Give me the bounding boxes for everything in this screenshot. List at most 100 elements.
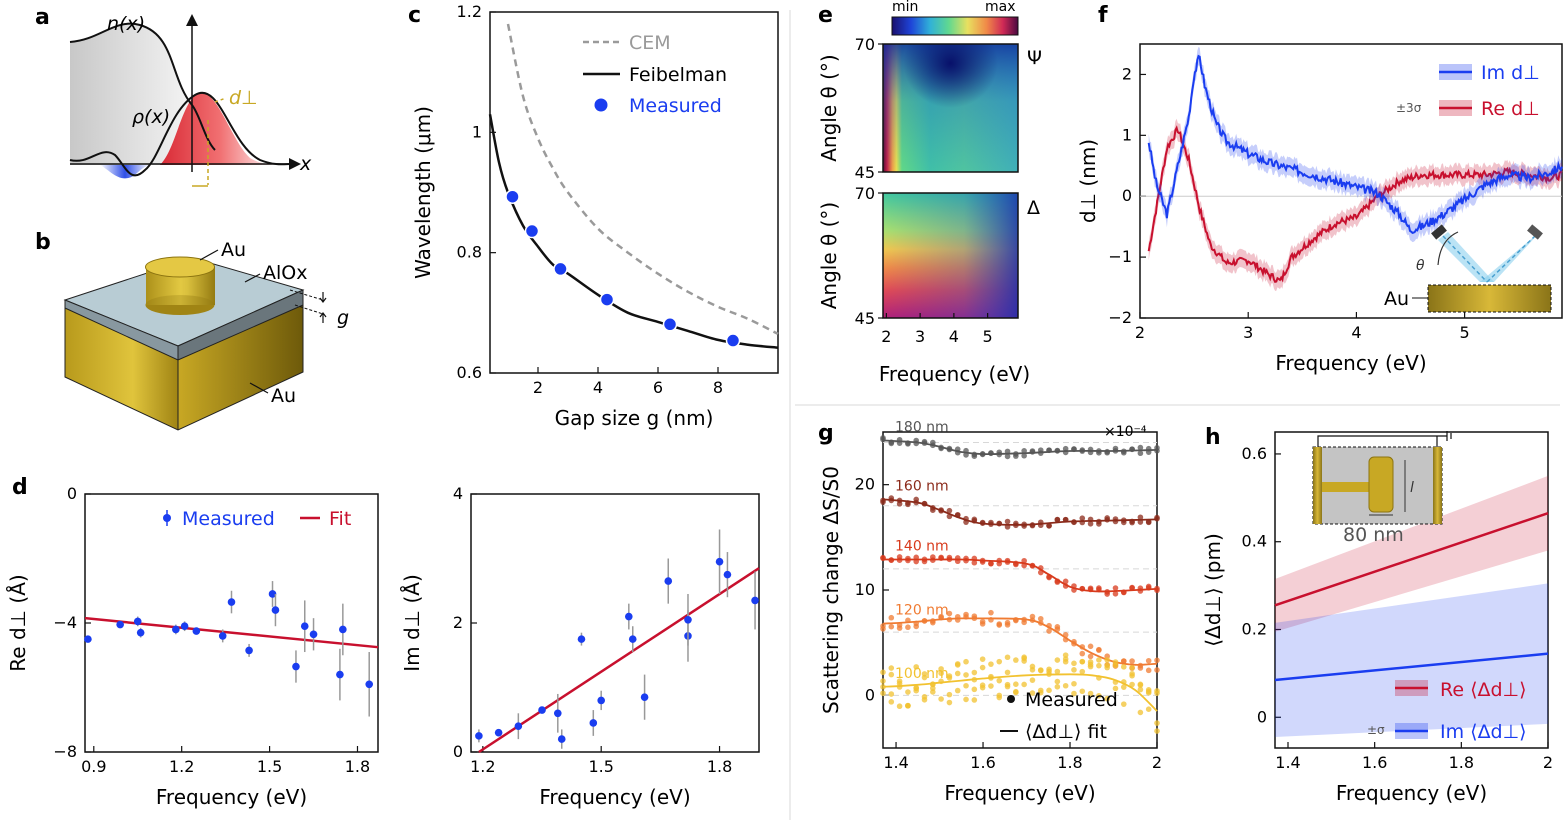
legend-h-re-label: Re ⟨Δd⊥⟩ <box>1440 679 1527 701</box>
n-profile-fill <box>70 23 192 166</box>
y-tick-label-d: 0 <box>67 484 77 503</box>
au-bottom-label: Au <box>271 385 296 407</box>
measured-point-g <box>880 690 886 696</box>
legend-measured-marker <box>594 98 608 112</box>
plot-frame-d2 <box>470 493 760 753</box>
g-label: g <box>337 307 349 329</box>
measured-point-g <box>954 687 961 694</box>
measured-point-g <box>971 686 978 693</box>
measured-point-g <box>1062 652 1069 658</box>
measured-point <box>599 292 615 307</box>
measured-point-g <box>1145 667 1152 674</box>
measured-point-g <box>1087 663 1094 670</box>
measured-point-g <box>905 689 911 695</box>
measured-point-g <box>1004 683 1011 690</box>
au-top-leader <box>199 249 219 261</box>
inset-feed-line <box>1322 482 1370 492</box>
measured-point-g <box>888 440 895 447</box>
x-tick-label-g: 1.4 <box>883 753 908 772</box>
fit-line-g <box>882 673 1158 712</box>
measured-point-g <box>1112 585 1119 591</box>
au-bottom-leader <box>249 382 269 394</box>
point-re <box>339 625 347 634</box>
heatmap-delta-right <box>883 193 1018 318</box>
point-im <box>538 706 546 714</box>
x-tick-label-c: 6 <box>653 378 663 397</box>
measured-point-g <box>996 621 1003 627</box>
measured-point-g <box>1120 664 1127 670</box>
measured-point-g <box>1154 728 1160 734</box>
measured-point-g <box>1145 706 1152 713</box>
y-tick-label-f: 1 <box>1122 125 1132 144</box>
point-re <box>365 680 374 689</box>
measured-point-g <box>988 609 994 616</box>
measured-point-g <box>1029 663 1036 670</box>
legend-h: Re ⟨Δd⊥⟩ Im ⟨Δd⊥⟩ ±σ <box>1367 679 1527 743</box>
y-tick-label-d2: 2 <box>453 613 463 632</box>
inset-detector-icon <box>1527 224 1543 240</box>
point-re <box>268 590 277 598</box>
measured-point-g <box>1021 448 1027 454</box>
inset-source-icon <box>1431 224 1447 240</box>
x-tick-label-f: 4 <box>1351 323 1361 342</box>
measured-point <box>553 261 568 277</box>
legend-h-sigma: ±σ <box>1367 723 1385 737</box>
measured-point <box>662 317 678 332</box>
measured-point-g <box>954 662 961 668</box>
measured-point-g <box>988 683 994 689</box>
point-im <box>625 612 633 621</box>
inset-au-slab <box>1427 284 1552 313</box>
panel-a: a n(x) ρ(x) d⊥ x <box>35 5 312 187</box>
legend-g: Measured ⟨Δd⊥⟩ fit <box>1000 689 1118 743</box>
measured-point-g <box>1137 686 1144 693</box>
measured-point-g <box>1004 619 1011 626</box>
x-axis-title-g: Frequency (eV) <box>944 781 1095 805</box>
y-axis-title-d: Re d⊥ (Å) <box>6 574 30 671</box>
panel-letter-c: c <box>408 3 421 28</box>
measured-point <box>725 333 741 348</box>
band-h <box>1275 475 1548 632</box>
x-tick-label-d2: 1.5 <box>588 757 613 776</box>
fit-line-re <box>84 616 379 649</box>
measured-point-g <box>1037 667 1044 674</box>
measured-point-g <box>1137 514 1144 521</box>
measured-point-g <box>1013 689 1019 696</box>
measured-point-g <box>930 619 936 626</box>
x-tick-label-d2: 1.8 <box>707 757 732 776</box>
legend-d-measured-label: Measured <box>182 508 275 530</box>
g-scale-label: ×10⁻⁴ <box>1104 424 1147 440</box>
measured-point-g <box>1046 522 1052 529</box>
y-axis-title-f: d⊥ (nm) <box>1076 139 1100 223</box>
colorbar <box>891 16 1019 36</box>
measured-point-g <box>946 507 953 514</box>
measured-point-g <box>921 671 928 677</box>
legend-cem-label: CEM <box>629 32 671 54</box>
heatmap-psi <box>882 43 1019 173</box>
measured-point-g <box>1021 681 1027 688</box>
measured-point-g <box>905 624 911 631</box>
measured-point-g <box>880 435 886 441</box>
x-tick-label-f: 3 <box>1243 323 1253 342</box>
measured-point-g <box>1137 444 1144 451</box>
chart-h: 1.4 1.6 1.8 2 0 0.2 0.4 0.6 Frequency (eV) ⟨Δd⊥⟩ … <box>1201 431 1553 805</box>
x-tick-label-d: 1.5 <box>257 757 282 776</box>
point-im <box>494 728 503 737</box>
measured-point-g <box>1104 664 1110 671</box>
legend-f-re-label: Re d⊥ <box>1481 98 1540 120</box>
inset-theta-arc <box>1437 231 1459 266</box>
measured-point-g <box>1087 653 1094 660</box>
band-h <box>1275 583 1548 737</box>
n-profile-curve <box>69 22 216 151</box>
x-axis-title-h: Frequency (eV) <box>1336 781 1487 805</box>
legend-d: Measured Fit <box>163 508 351 530</box>
measured-point-g <box>996 658 1003 665</box>
d-perp-leader <box>214 97 227 103</box>
y-tick-label-c: 0.6 <box>457 363 482 382</box>
inset-nanorod: l 80 nm <box>1312 431 1452 546</box>
point-re <box>192 627 201 635</box>
fit-line-g <box>882 439 1158 456</box>
band-f-Re d⊥ <box>1148 118 1562 291</box>
measured-point-g <box>996 677 1003 684</box>
measured-point-g <box>1154 657 1160 664</box>
